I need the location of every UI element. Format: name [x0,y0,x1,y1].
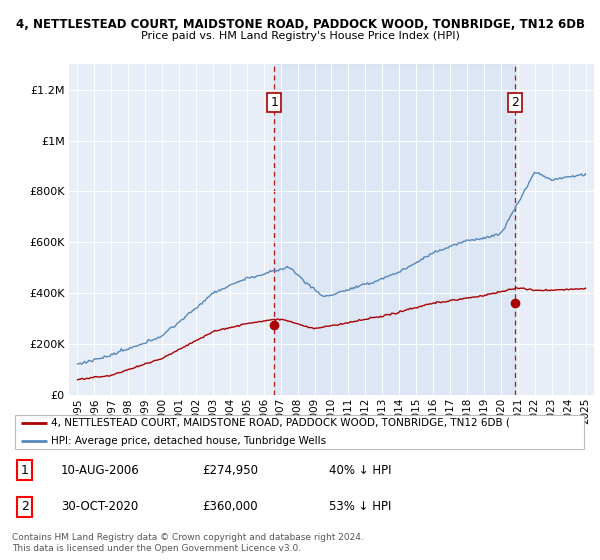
Text: Price paid vs. HM Land Registry's House Price Index (HPI): Price paid vs. HM Land Registry's House … [140,31,460,41]
Text: 4, NETTLESTEAD COURT, MAIDSTONE ROAD, PADDOCK WOOD, TONBRIDGE, TN12 6DB: 4, NETTLESTEAD COURT, MAIDSTONE ROAD, PA… [16,18,584,31]
Text: Contains HM Land Registry data © Crown copyright and database right 2024.
This d: Contains HM Land Registry data © Crown c… [12,533,364,553]
Text: HPI: Average price, detached house, Tunbridge Wells: HPI: Average price, detached house, Tunb… [51,436,326,446]
Bar [274,64,515,395]
Text: 1: 1 [271,96,278,109]
Text: 10-AUG-2006: 10-AUG-2006 [61,464,140,477]
Text: 30-OCT-2020: 30-OCT-2020 [61,500,138,513]
FancyBboxPatch shape [15,414,584,449]
Text: 53% ↓ HPI: 53% ↓ HPI [329,500,391,513]
Text: 2: 2 [511,96,519,109]
Text: 40% ↓ HPI: 40% ↓ HPI [329,464,391,477]
Text: 4, NETTLESTEAD COURT, MAIDSTONE ROAD, PADDOCK WOOD, TONBRIDGE, TN12 6DB (: 4, NETTLESTEAD COURT, MAIDSTONE ROAD, PA… [51,418,510,428]
Text: £360,000: £360,000 [202,500,258,513]
Text: £274,950: £274,950 [202,464,258,477]
Text: 1: 1 [21,464,29,477]
Text: 2: 2 [21,500,29,513]
